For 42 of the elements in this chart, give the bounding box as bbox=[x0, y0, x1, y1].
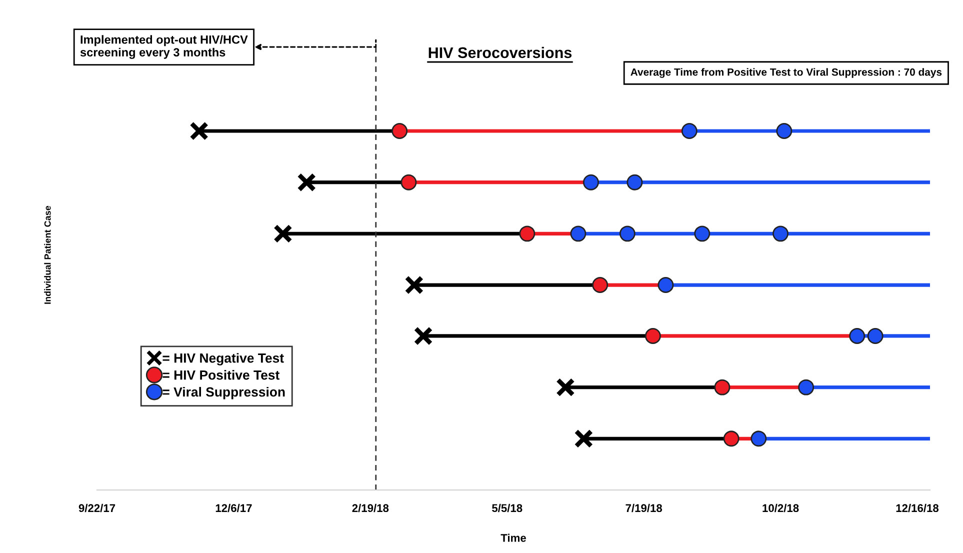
point bbox=[849, 328, 866, 344]
point bbox=[273, 224, 292, 244]
x-tick-label: 7/19/18 bbox=[626, 504, 662, 512]
x-tick-label: 9/22/17 bbox=[78, 504, 116, 512]
x-tick-label: 12/16/18 bbox=[896, 504, 939, 512]
point bbox=[776, 123, 792, 139]
chart-title: HIV Serocoversions bbox=[428, 46, 572, 58]
y-axis-title: Individual Patient Case bbox=[44, 206, 51, 304]
x-tick-label: 10/2/18 bbox=[762, 504, 799, 512]
point bbox=[570, 226, 586, 242]
x-tick-label: 12/6/17 bbox=[216, 504, 252, 512]
point bbox=[658, 277, 674, 293]
point bbox=[414, 326, 433, 346]
point bbox=[592, 277, 608, 293]
point bbox=[619, 226, 636, 242]
point bbox=[867, 328, 884, 344]
text: Average Time from Positive Test to Viral Suppression : 70 days bbox=[630, 68, 942, 78]
x-axis-title: Time bbox=[500, 534, 526, 542]
point bbox=[750, 430, 767, 447]
point bbox=[681, 123, 698, 139]
x-tick-label: 2/19/18 bbox=[352, 504, 389, 512]
point bbox=[723, 430, 740, 447]
point bbox=[556, 378, 575, 397]
point bbox=[400, 174, 417, 190]
x-tick-label: 5/5/18 bbox=[492, 504, 522, 512]
point bbox=[574, 429, 594, 448]
point bbox=[644, 328, 661, 344]
point bbox=[714, 379, 730, 396]
ref-line-label: Implemented opt-out HIV/HCV screening every 3 months bbox=[80, 35, 248, 59]
legend-label: = HIV Negative Test bbox=[162, 353, 284, 366]
point bbox=[626, 174, 643, 190]
point bbox=[694, 226, 710, 242]
point bbox=[772, 226, 789, 242]
point bbox=[404, 276, 424, 295]
point bbox=[297, 172, 316, 192]
point bbox=[190, 121, 209, 141]
point bbox=[582, 174, 599, 190]
point bbox=[798, 379, 814, 396]
point bbox=[519, 226, 536, 242]
legend-label: = HIV Positive Test bbox=[162, 370, 280, 380]
legend-label: = Viral Suppression bbox=[162, 386, 285, 400]
point bbox=[392, 123, 408, 139]
